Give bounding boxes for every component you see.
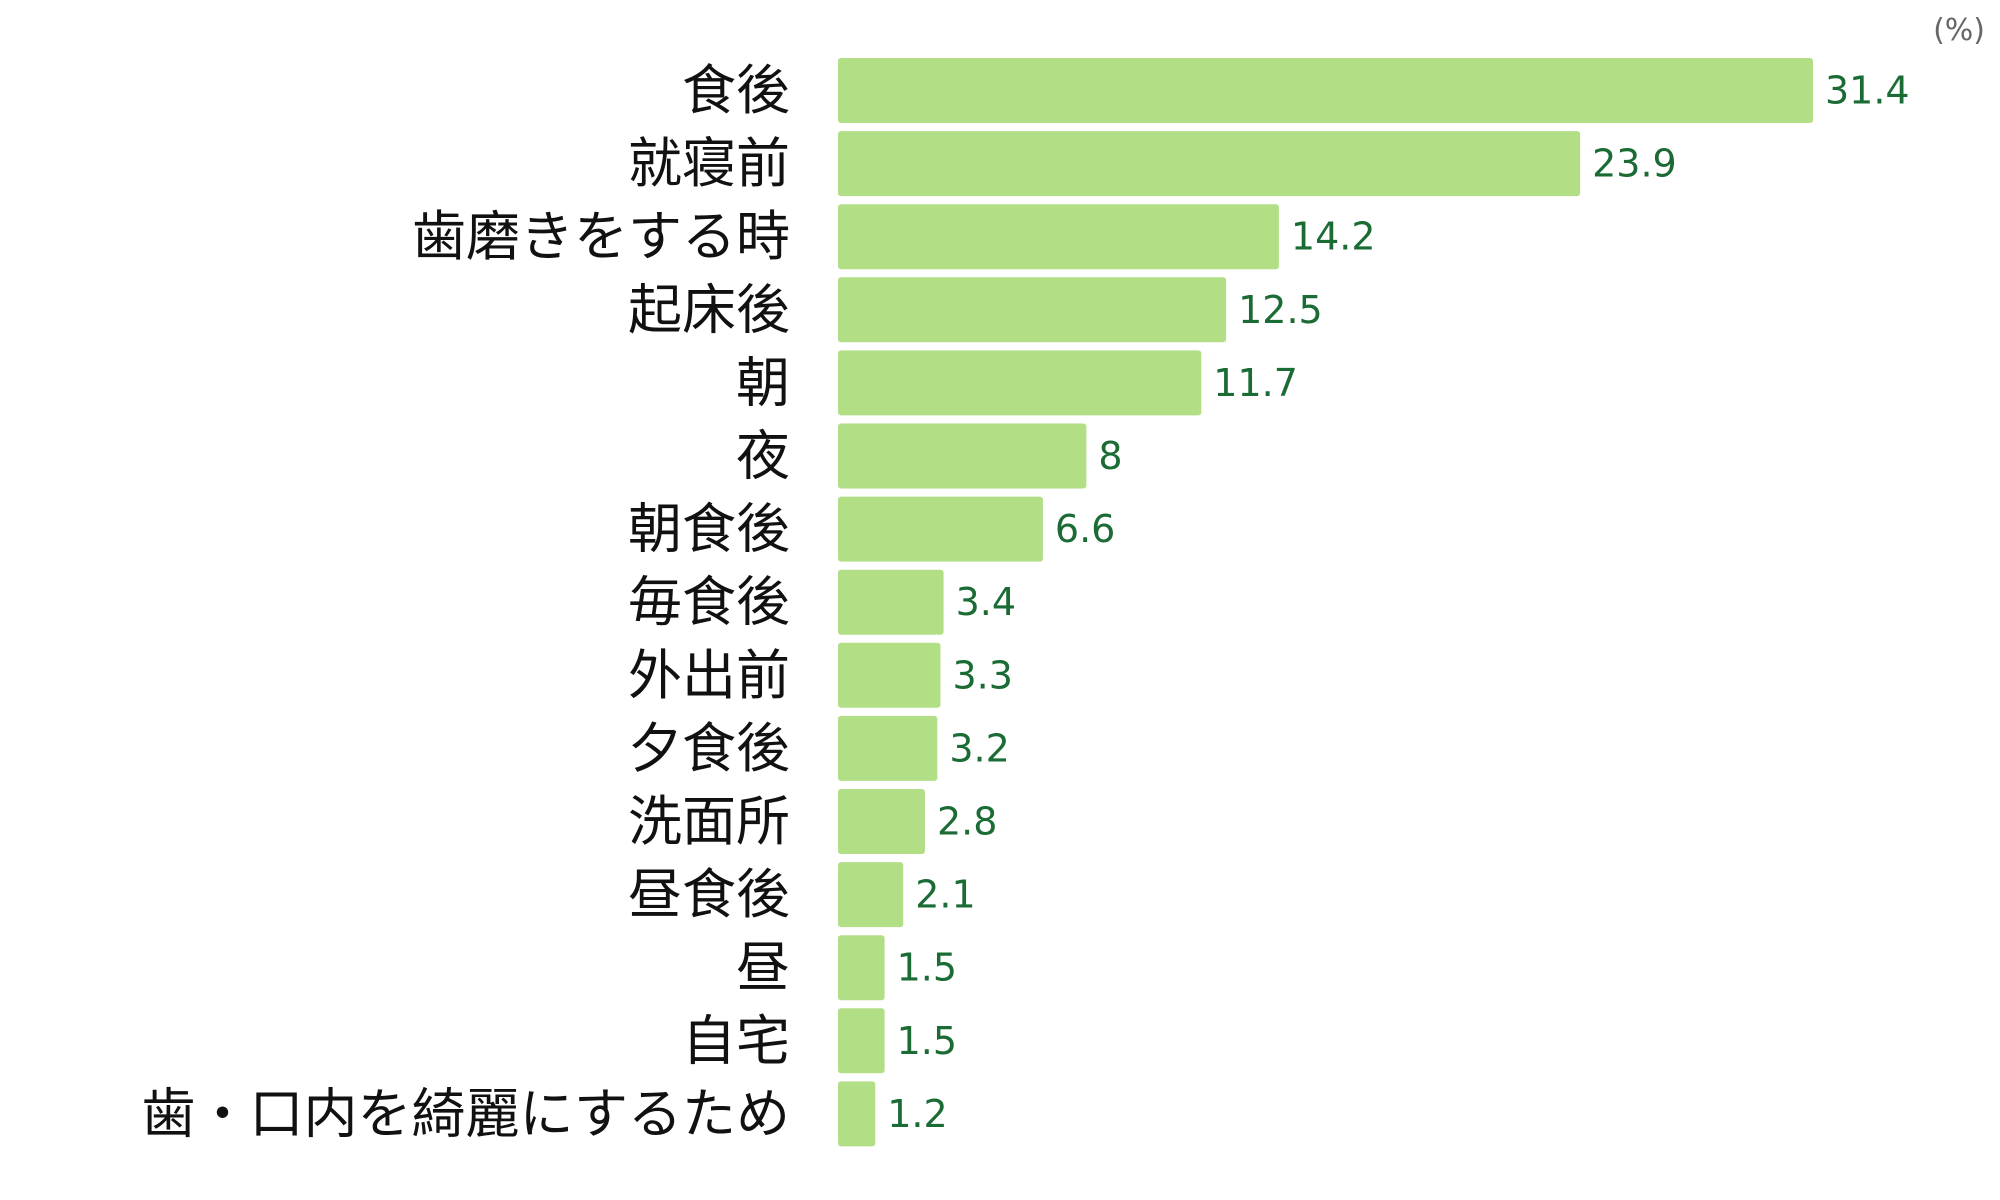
category-label: 歯・口内を綺麗にするため — [141, 1082, 790, 1145]
category-labels-group: 食後就寝前歯磨きをする時起床後朝夜朝食後毎食後外出前夕食後洗面所昼食後昼自宅歯・… — [141, 59, 790, 1145]
category-label: 朝 — [736, 351, 790, 414]
value-label: 1.5 — [897, 946, 957, 990]
bar — [838, 423, 1087, 489]
category-label: 夕食後 — [628, 717, 790, 780]
bar — [838, 1081, 876, 1147]
value-label: 8 — [1098, 434, 1122, 478]
category-label: 自宅 — [682, 1009, 790, 1072]
category-label: 外出前 — [628, 644, 790, 707]
bar — [838, 277, 1227, 343]
value-label: 1.2 — [887, 1092, 947, 1136]
category-label: 食後 — [682, 59, 790, 122]
value-label: 12.5 — [1238, 288, 1323, 332]
value-label: 2.8 — [937, 800, 997, 844]
value-label: 3.3 — [952, 653, 1012, 697]
bar — [838, 862, 904, 928]
bar — [838, 1008, 885, 1074]
unit-label: (%) — [1933, 13, 1985, 48]
value-labels-group: 31.4 23.9 14.2 12.5 11.7 8 6.6 3.4 3.3 3.2 2.8 2.1 1… — [887, 69, 1909, 1136]
bar — [838, 496, 1043, 562]
value-label: 14.2 — [1291, 215, 1376, 259]
bar — [838, 131, 1581, 197]
bar — [838, 569, 944, 635]
category-label: 就寝前 — [628, 132, 790, 195]
bar — [838, 204, 1279, 270]
bar — [838, 350, 1202, 416]
value-label: 31.4 — [1825, 69, 1910, 113]
value-label: 2.1 — [915, 873, 975, 917]
category-label: 洗面所 — [628, 790, 790, 853]
bars-group — [838, 58, 1813, 1147]
category-label: 昼食後 — [628, 863, 790, 926]
category-label: 夜 — [736, 425, 790, 488]
bar — [838, 715, 938, 781]
value-label: 3.4 — [956, 580, 1016, 624]
category-label: 歯磨きをする時 — [412, 205, 790, 268]
value-label: 3.2 — [949, 726, 1009, 770]
bar — [838, 58, 1813, 123]
bar — [838, 789, 925, 854]
bar — [838, 642, 941, 708]
value-label: 6.6 — [1055, 507, 1115, 551]
value-label: 23.9 — [1592, 142, 1677, 186]
category-label: 昼 — [736, 936, 790, 999]
bar — [838, 935, 885, 1001]
category-label: 朝食後 — [628, 498, 790, 561]
value-label: 1.5 — [897, 1019, 957, 1063]
category-label: 起床後 — [628, 278, 790, 341]
value-label: 11.7 — [1213, 361, 1298, 405]
category-label: 毎食後 — [628, 571, 790, 634]
